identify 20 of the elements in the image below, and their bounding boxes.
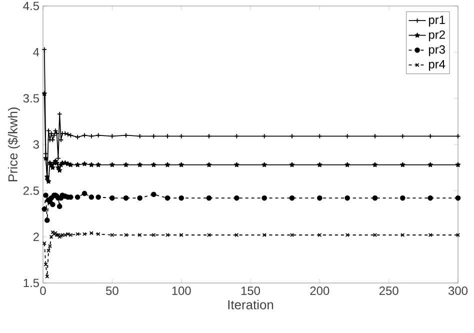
- y-tick-label: 3: [33, 140, 39, 149]
- y-tick-label: 3.5: [23, 94, 39, 103]
- legend-label: pr4: [429, 60, 446, 71]
- legend-label: pr2: [429, 30, 445, 42]
- x-tick-label: 100: [172, 286, 191, 295]
- y-tick-label: 2: [33, 232, 39, 242]
- x-axis-title: Iteration: [228, 300, 274, 310]
- legend-label: pr3: [429, 45, 445, 56]
- x-tick-label: 0: [40, 286, 46, 295]
- legend-label: pr1: [429, 16, 445, 26]
- x-tick-label: 250: [379, 286, 398, 295]
- y-tick-label: 1.5: [24, 278, 39, 288]
- y-tick-label: 4.5: [23, 2, 39, 10]
- x-tick-label: 200: [310, 286, 330, 295]
- x-tick-label: 300: [448, 286, 468, 295]
- x-tick-label: 50: [106, 286, 118, 295]
- y-axis-title: Price ($/kwh): [8, 108, 20, 182]
- x-tick-label: 150: [241, 286, 260, 295]
- y-tick-label: 2.5: [23, 186, 39, 195]
- y-tick-label: 4: [33, 48, 40, 56]
